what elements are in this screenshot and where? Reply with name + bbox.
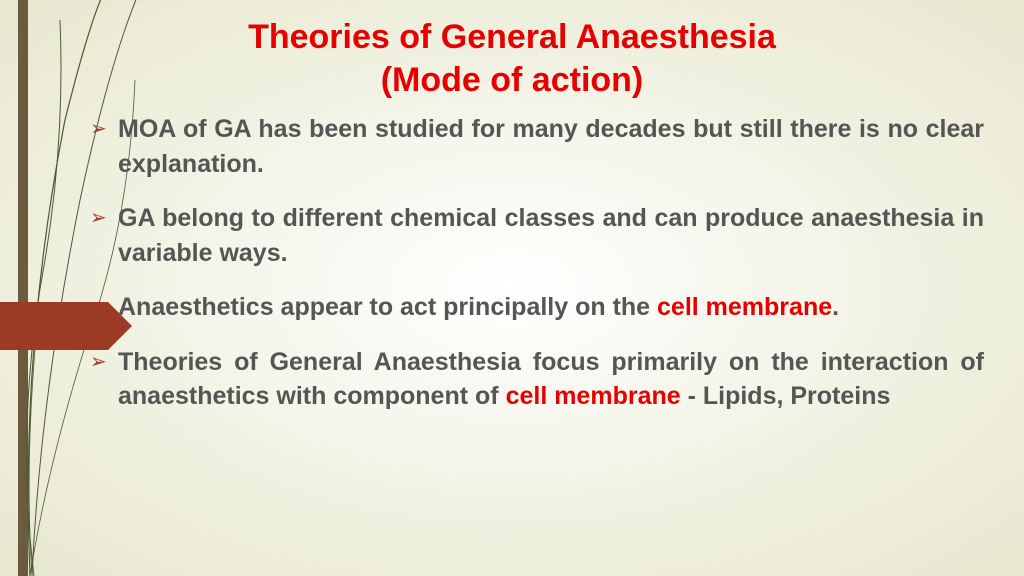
list-item: ➢ Anaesthetics appear to act principally… xyxy=(90,290,984,325)
bullet-text: Anaesthetics appear to act principally o… xyxy=(118,290,984,325)
bullet-icon: ➢ xyxy=(90,112,118,146)
bullet-text: MOA of GA has been studied for many deca… xyxy=(118,112,984,181)
bullet-icon: ➢ xyxy=(90,290,118,324)
bullet-text: Theories of General Anaesthesia focus pr… xyxy=(118,345,984,414)
bullet-list: ➢ MOA of GA has been studied for many de… xyxy=(90,112,984,434)
title-line-2: (Mode of action) xyxy=(0,59,1024,102)
bullet-icon: ➢ xyxy=(90,201,118,235)
list-item: ➢ MOA of GA has been studied for many de… xyxy=(90,112,984,181)
list-item: ➢ Theories of General Anaesthesia focus … xyxy=(90,345,984,414)
title-line-1: Theories of General Anaesthesia xyxy=(0,16,1024,59)
slide-title: Theories of General Anaesthesia (Mode of… xyxy=(0,16,1024,101)
list-item: ➢ GA belong to different chemical classe… xyxy=(90,201,984,270)
bullet-icon: ➢ xyxy=(90,345,118,379)
bullet-text: GA belong to different chemical classes … xyxy=(118,201,984,270)
